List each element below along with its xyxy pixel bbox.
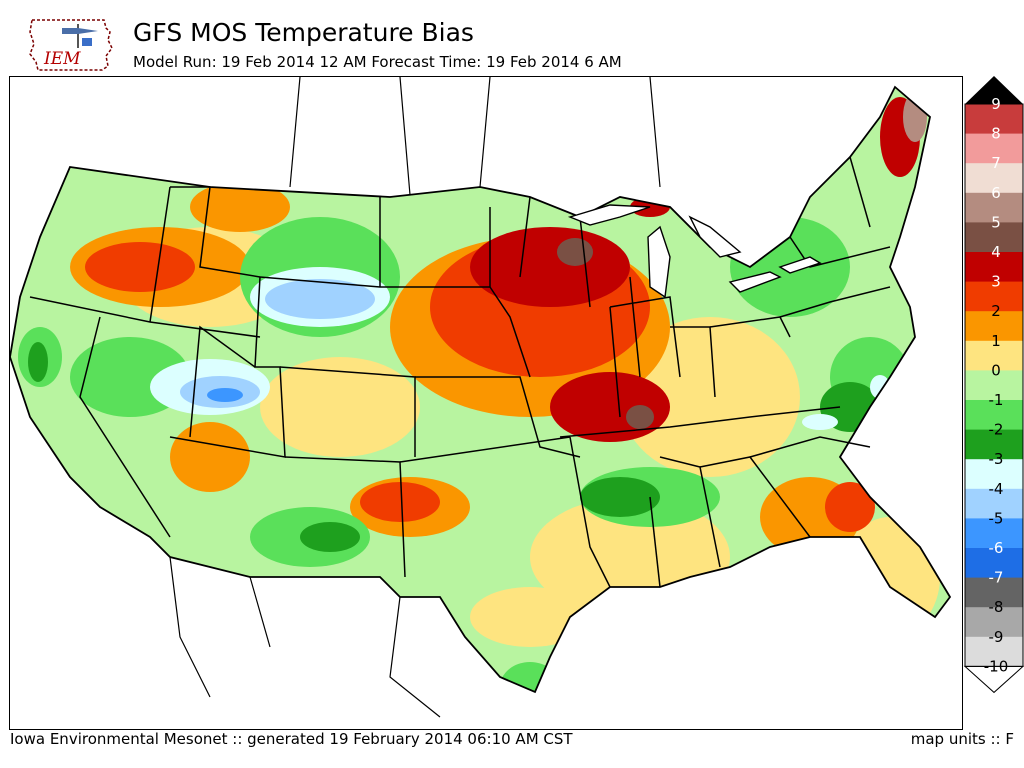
contour-plus4	[626, 405, 654, 429]
legend-label: 0	[991, 361, 1001, 379]
contour-minus3	[802, 414, 838, 430]
legend-color-block	[965, 133, 1023, 164]
legend-color-block	[965, 311, 1023, 342]
model-run-subtitle: Model Run: 19 Feb 2014 12 AM Forecast Ti…	[133, 53, 622, 71]
contour-plus3	[550, 372, 670, 442]
legend-color-block	[965, 636, 1023, 667]
legend-label: -1	[989, 391, 1004, 409]
legend-label: 1	[991, 332, 1001, 350]
contour-minus3	[28, 342, 48, 382]
legend-color-block	[965, 281, 1023, 312]
legend-label: 2	[991, 302, 1001, 320]
legend-outline	[964, 103, 1024, 667]
contour-plus4	[903, 92, 927, 142]
page-title: GFS MOS Temperature Bias	[133, 18, 474, 47]
legend-color-block	[965, 607, 1023, 638]
contour-plus2	[85, 242, 195, 292]
legend-color-block	[965, 518, 1023, 549]
legend-label: 9	[991, 95, 1001, 113]
legend-label: 5	[991, 213, 1001, 231]
bias-contours	[18, 92, 940, 692]
legend-label: -6	[989, 539, 1004, 557]
contour-0	[840, 517, 940, 637]
legend-label: 4	[991, 243, 1001, 261]
legend-label: -2	[989, 421, 1004, 439]
legend-color-block	[965, 577, 1023, 608]
weather-vane-icon	[62, 24, 98, 48]
temperature-bias-map	[10, 77, 952, 718]
contour-plus2	[360, 482, 440, 522]
contour-minus3	[300, 522, 360, 552]
legend-label: 7	[991, 154, 1001, 172]
legend-color-block	[965, 163, 1023, 194]
legend-label: -4	[989, 480, 1004, 498]
legend-top-arrow	[965, 76, 1023, 104]
legend-label: 3	[991, 273, 1001, 291]
legend-color-block	[965, 488, 1023, 519]
map-units: map units :: F	[910, 730, 1014, 748]
contour-minus4	[265, 279, 375, 319]
legend-label: -10	[984, 657, 1009, 675]
legend-color-block	[965, 252, 1023, 283]
logo-text: IEM	[43, 49, 81, 69]
contour-0	[470, 587, 590, 647]
legend-label: -3	[989, 450, 1004, 468]
contour-0	[260, 357, 420, 457]
neighbor-borders	[169, 77, 661, 718]
legend-color-block	[965, 222, 1023, 253]
legend-color-block	[965, 370, 1023, 401]
legend-color-block	[965, 459, 1023, 490]
contour-plus3	[470, 227, 630, 307]
contour-minus5	[207, 388, 243, 402]
credit-text: Iowa Environmental Mesonet :: generated …	[10, 730, 573, 748]
contour-plus1	[190, 182, 290, 232]
legend-label: 6	[991, 184, 1001, 202]
contour-minus2	[500, 662, 560, 692]
national-border	[10, 85, 952, 694]
contour-minus3	[870, 375, 890, 399]
legend-label: -8	[989, 598, 1004, 616]
legend-color-block	[965, 400, 1023, 431]
state-borders	[29, 156, 891, 588]
great-lakes	[567, 204, 822, 299]
color-legend: 9 8 7 6 5 4 3 2 1 0 -1 -2 -3 -4 -5 -6 -7 -8 -9 -10	[963, 76, 1024, 694]
legend-color-block	[965, 429, 1023, 460]
legend-label: 8	[991, 125, 1001, 143]
map-panel	[9, 76, 963, 730]
legend-label: -5	[989, 509, 1004, 527]
contour-plus2	[825, 482, 875, 532]
legend-color-block	[965, 548, 1023, 579]
contour-minus3	[580, 477, 660, 517]
legend-color-block	[965, 104, 1023, 135]
legend-label: -7	[989, 569, 1004, 587]
legend-color-block	[965, 340, 1023, 371]
contour-plus1	[170, 422, 250, 492]
contour-plus4	[557, 238, 593, 266]
contour-0	[620, 317, 800, 477]
legend-label: -9	[989, 628, 1004, 646]
legend-color-block	[965, 192, 1023, 223]
iem-logo: IEM	[29, 19, 113, 71]
